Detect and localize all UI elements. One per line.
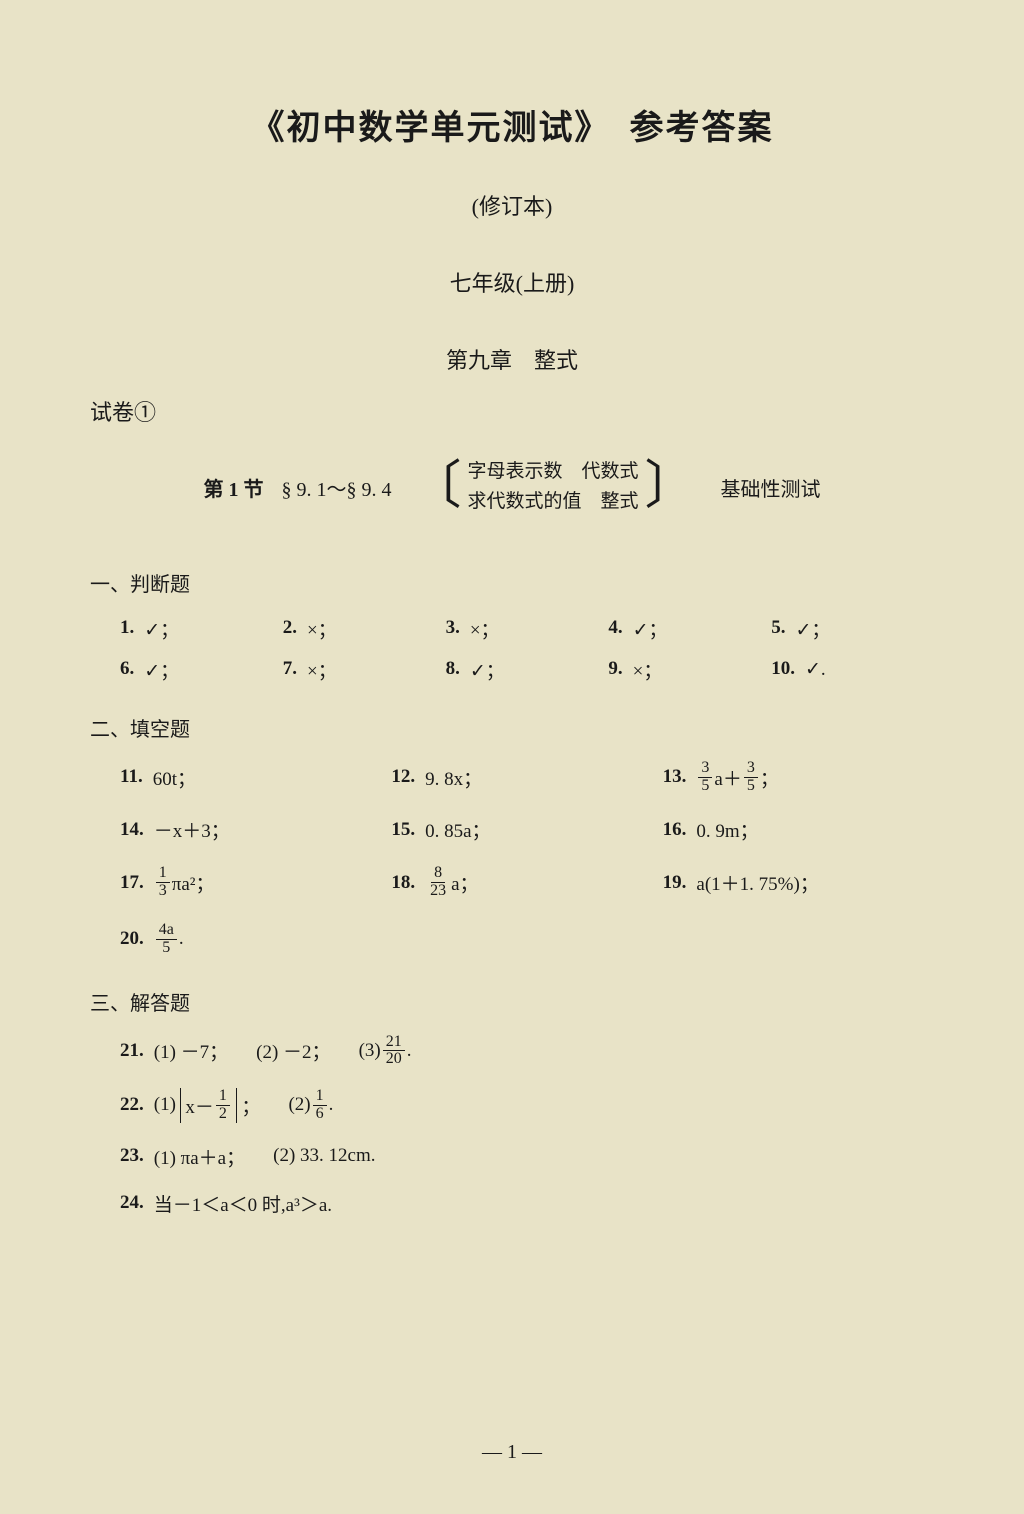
fill-item: 18. 823 a； bbox=[391, 865, 662, 900]
judgement-item: 7.×； bbox=[283, 656, 446, 683]
abs-bar-icon bbox=[180, 1088, 182, 1123]
solve-list: 21. (1) －7； (2) －2； (3) 2120 . 22. (1) x… bbox=[90, 1034, 934, 1217]
section-range: § 9. 1～§ 9. 4 bbox=[281, 473, 391, 502]
fill-item: 17. 13 πa²； bbox=[120, 865, 391, 900]
fill-item: 20. 4a5 . bbox=[120, 922, 391, 957]
exam-number: 试卷① bbox=[90, 395, 934, 427]
judgement-item: 1.✓； bbox=[120, 615, 283, 642]
fill-item: 14.－x＋3； bbox=[120, 816, 391, 843]
fill-item: 11.60t； bbox=[120, 760, 391, 795]
judgement-item: 6.✓； bbox=[120, 656, 283, 683]
fill-item: 13. 35 a＋ 35 ； bbox=[663, 760, 934, 795]
fraction: 12 bbox=[216, 1088, 230, 1123]
judgement-grid: 1.✓； 2.×； 3.×； 4.✓； 5.✓； 6.✓； 7.×； 8.✓； … bbox=[90, 615, 934, 683]
solve-item: 24. 当－1＜a＜0 时,a³＞a. bbox=[120, 1190, 934, 1217]
fraction: 823 bbox=[427, 865, 449, 900]
fraction: 13 bbox=[156, 865, 170, 900]
chapter-label: 第九章 整式 bbox=[90, 343, 934, 375]
solve-item: 21. (1) －7； (2) －2； (3) 2120 . bbox=[120, 1034, 934, 1069]
judgement-item: 9.×； bbox=[608, 656, 771, 683]
main-title: 《初中数学单元测试》 参考答案 bbox=[90, 100, 934, 149]
judgement-item: 2.×； bbox=[283, 615, 446, 642]
heading-judgement: 一、判断题 bbox=[90, 568, 934, 597]
topics-line-2: 求代数式的值 整式 bbox=[467, 487, 638, 517]
fraction: 35 bbox=[698, 760, 712, 795]
heading-fill: 二、填空题 bbox=[90, 713, 934, 742]
judgement-item: 10.✓. bbox=[771, 656, 934, 683]
fraction: 16 bbox=[313, 1088, 327, 1123]
topics-line-1: 字母表示数 代数式 bbox=[467, 457, 638, 487]
test-type: 基础性测试 bbox=[721, 473, 821, 502]
section-label: 第 1 节 bbox=[203, 473, 263, 502]
solve-item: 22. (1) x－ 12 ； (2) 16 . bbox=[120, 1088, 934, 1123]
solve-item: 23. (1) πa＋a； (2) 33. 12cm. bbox=[120, 1143, 934, 1170]
fill-item: 15.0. 85a； bbox=[391, 816, 662, 843]
page-number: — 1 — bbox=[0, 1441, 1024, 1464]
fill-grid: 11.60t； 12.9. 8x； 13. 35 a＋ 35 ； 14.－x＋3… bbox=[90, 760, 934, 957]
subtitle: (修订本) bbox=[90, 189, 934, 221]
section-header: 第 1 节 § 9. 1～§ 9. 4 〔 字母表示数 代数式 求代数式的值 整… bbox=[90, 457, 934, 518]
fill-item: 19.a(1＋1. 75%)； bbox=[663, 865, 934, 900]
bracket-right-icon: 〕 bbox=[645, 464, 697, 511]
fraction: 35 bbox=[744, 760, 758, 795]
absolute-value: x－ 12 bbox=[176, 1088, 242, 1123]
judgement-item: 4.✓； bbox=[608, 615, 771, 642]
fill-item: 12.9. 8x； bbox=[391, 760, 662, 795]
fraction: 2120 bbox=[383, 1034, 405, 1069]
judgement-item: 3.×； bbox=[446, 615, 609, 642]
bracket-left-icon: 〔 bbox=[409, 464, 461, 511]
fraction: 4a5 bbox=[156, 922, 177, 957]
judgement-item: 8.✓； bbox=[446, 656, 609, 683]
heading-solve: 三、解答题 bbox=[90, 987, 934, 1016]
judgement-item: 5.✓； bbox=[771, 615, 934, 642]
topic-bracket: 〔 字母表示数 代数式 求代数式的值 整式 〕 bbox=[409, 457, 696, 518]
abs-bar-icon bbox=[236, 1088, 238, 1123]
grade-label: 七年级(上册) bbox=[90, 266, 934, 298]
fill-item: 16.0. 9m； bbox=[663, 816, 934, 843]
